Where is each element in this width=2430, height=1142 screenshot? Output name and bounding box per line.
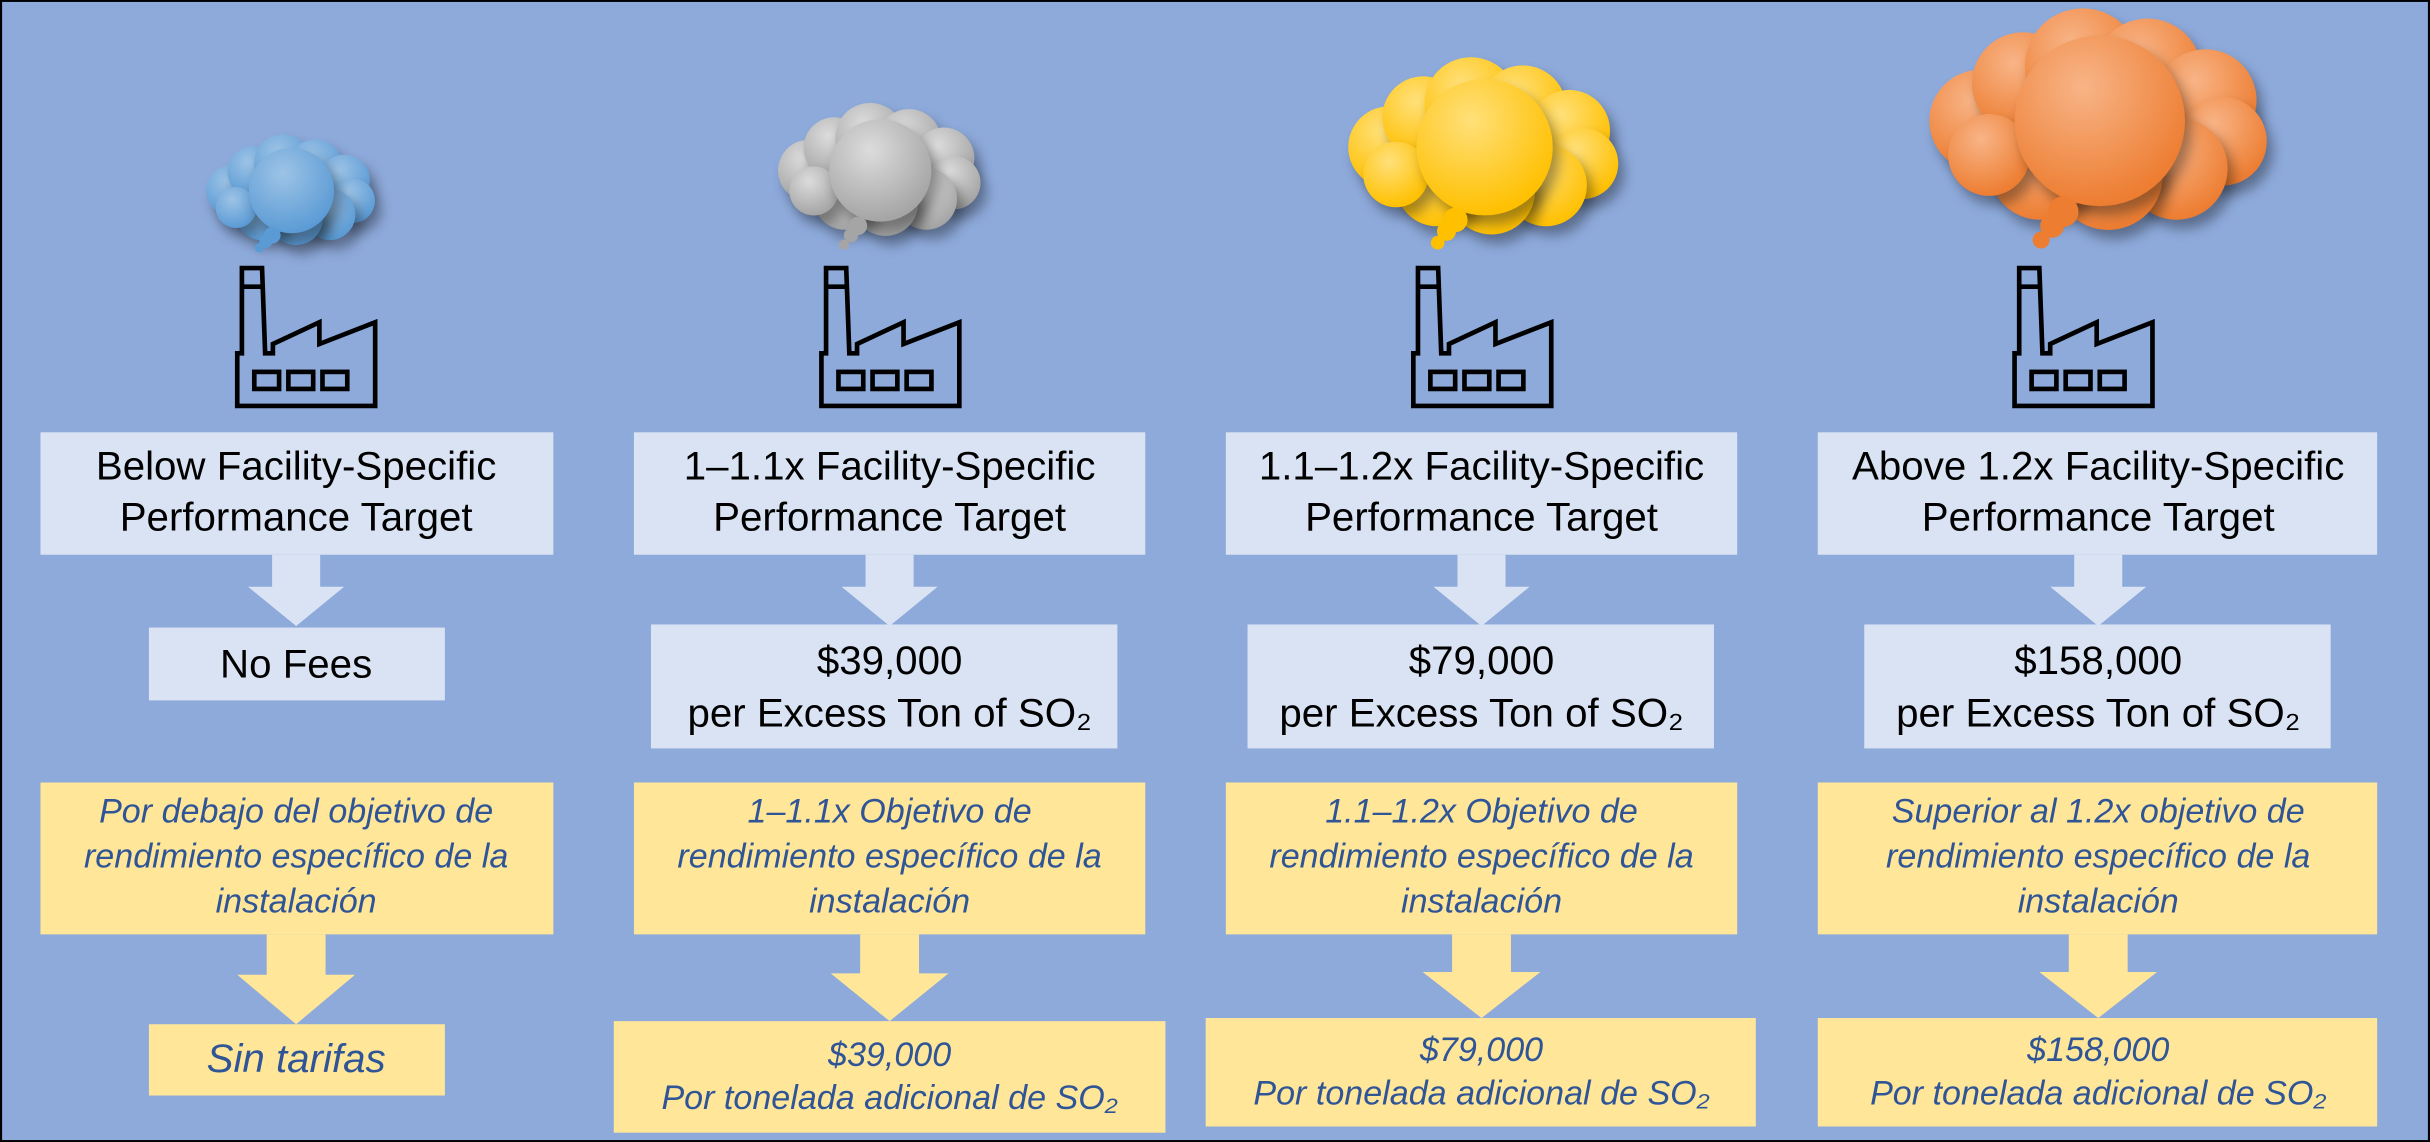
spanish-text: rendimiento específico de la	[84, 837, 508, 875]
label-text: per Excess Ton of SO₂	[687, 691, 1091, 736]
spanish-text: rendimiento específico de la	[677, 837, 1101, 875]
label-text: $39,000	[817, 638, 963, 683]
label-text: Performance Target	[120, 495, 473, 540]
label-text: per Excess Ton of SO₂	[1279, 691, 1683, 736]
cloud-puff	[249, 148, 334, 233]
cloud-bubble	[2033, 231, 2050, 248]
spanish-text: instalación	[1401, 882, 1562, 920]
spanish-text: Por tonelada adicional de SO₂	[1253, 1075, 1709, 1113]
diagram: Below Facility-Specific Performance Targe…	[0, 0, 2430, 1142]
cloud-bubble	[1431, 236, 1445, 250]
cloud-puff	[2015, 36, 2185, 206]
spanish-text: rendimiento específico de la	[1269, 837, 1693, 875]
label-text: $79,000	[1409, 638, 1555, 683]
label-text: Below Facility-Specific	[96, 443, 497, 488]
spanish-text: Superior al 1.2x objetivo de	[1892, 793, 2305, 831]
spanish-text: Por tonelada adicional de SO₂	[661, 1079, 1117, 1117]
cloud-puff	[1416, 79, 1552, 215]
spanish-text: Por debajo del objetivo de	[99, 793, 493, 831]
label-text: No Fees	[220, 642, 372, 687]
cloud-bubble	[839, 240, 849, 250]
spanish-text: 1.1–1.2x Objetivo de	[1325, 793, 1638, 831]
spanish-text: instalación	[809, 882, 970, 920]
spanish-text: instalación	[2018, 882, 2179, 920]
spanish-text: Sin tarifas	[207, 1036, 386, 1081]
label-text: 1.1–1.2x Facility-Specific	[1259, 443, 1704, 488]
label-text: Performance Target	[1922, 495, 2275, 540]
label-text: 1–1.1x Facility-Specific	[684, 443, 1096, 488]
label-text: Above 1.2x Facility-Specific	[1852, 443, 2344, 488]
spanish-text: instalación	[216, 882, 377, 920]
spanish-text: 1–1.1x Objetivo de	[748, 793, 1032, 831]
label-text: Performance Target	[1305, 495, 1658, 540]
page: Below Facility-Specific Performance Targe…	[0, 0, 2430, 1142]
label-text: per Excess Ton of SO₂	[1896, 691, 2300, 736]
spanish-text: $158,000	[2026, 1031, 2169, 1069]
label-text: $158,000	[2014, 638, 2182, 683]
cloud-bubble	[255, 243, 264, 252]
spanish-text: $79,000	[1419, 1031, 1543, 1069]
spanish-text: Por tonelada adicional de SO₂	[1870, 1075, 2326, 1113]
label-text: Performance Target	[713, 495, 1066, 540]
cloud-puff	[829, 119, 931, 221]
spanish-text: $39,000	[827, 1036, 951, 1074]
spanish-text: rendimiento específico de la	[1886, 837, 2310, 875]
